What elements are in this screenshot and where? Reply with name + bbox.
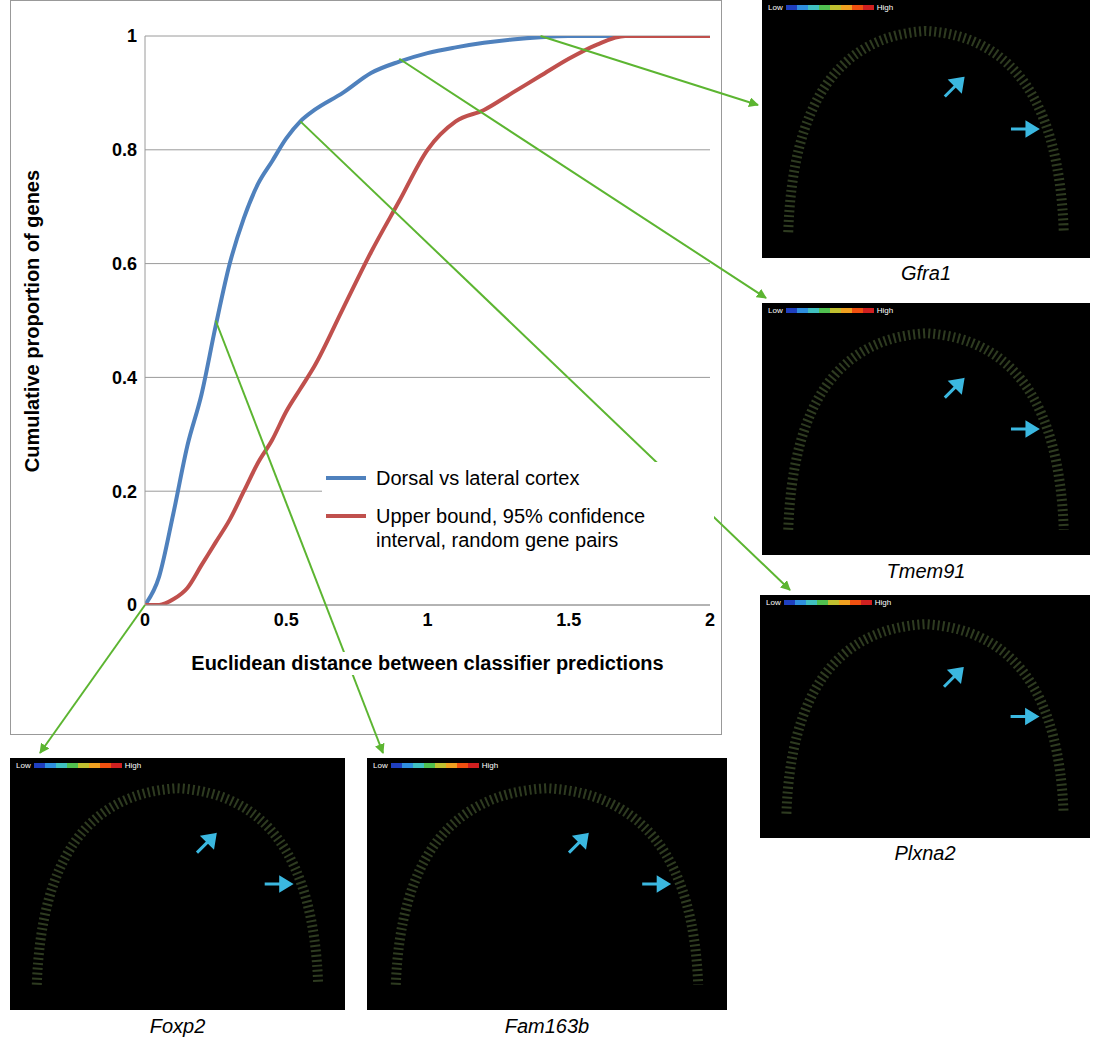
html-text:Fam163b: Fam163b [504,1015,590,1037]
svg-text:0.6: 0.6 [112,254,137,274]
html-text:Low: Low [16,761,31,770]
html-text:Gfra1: Gfra1 [901,262,951,284]
html-text:High: High [124,761,142,770]
svg-text:1: 1 [127,26,137,46]
html-text:Plxna2: Plxna2 [894,842,956,864]
svg-text:2: 2 [705,610,715,630]
html-text:High: High [874,598,892,607]
html-text:Tmem91: Tmem91 [886,560,966,582]
html-text:Foxp2: Foxp2 [149,1015,206,1037]
html-text:Dorsal vs lateral cortex: Dorsal vs lateral cortex [376,467,580,489]
svg-text:0.5: 0.5 [274,610,299,630]
svg-text:0: 0 [140,610,150,630]
html-text:High: High [481,761,499,770]
html-text:Low: Low [373,761,388,770]
svg-text:1: 1 [422,610,432,630]
html-text:High: High [876,3,894,12]
html-text:Upper bound, 95% confidence in: Upper bound, 95% confidence interval, ra… [376,505,646,551]
html-text:Low: Low [766,598,781,607]
svg-text:1.5: 1.5 [556,610,581,630]
html-text:High: High [876,306,894,315]
html-text:Low: Low [768,3,783,12]
html-text:Low: Low [768,306,783,315]
svg-text:0.8: 0.8 [112,140,137,160]
html-text:Euclidean distance between cla: Euclidean distance between classifier pr… [191,652,664,674]
svg-text:0.2: 0.2 [112,482,137,502]
html-text:Cumulative proportion of genes: Cumulative proportion of genes [20,169,43,472]
svg-text:0.4: 0.4 [112,368,137,388]
svg-text:0: 0 [127,595,137,615]
